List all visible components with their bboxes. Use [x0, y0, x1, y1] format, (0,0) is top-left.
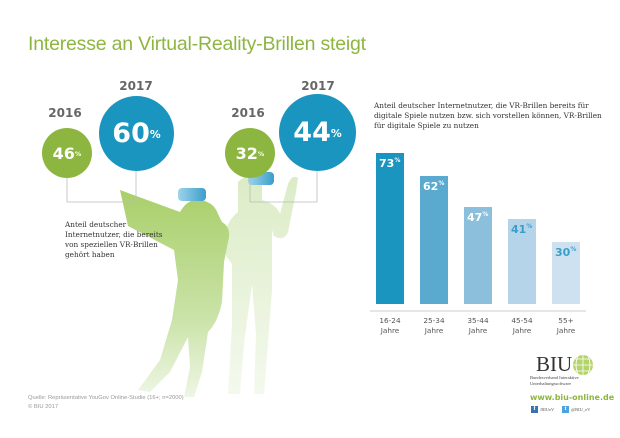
bar-value-label: 62%: [423, 179, 445, 193]
year-label-2017: 2017: [119, 79, 153, 93]
x-tick-label: 55+ Jahre: [556, 316, 576, 335]
connector-left: [66, 170, 137, 203]
bar-3: [508, 219, 536, 304]
percent-sign: %: [74, 149, 82, 158]
facebook-link[interactable]: f/BIUeV: [531, 406, 554, 413]
website-link[interactable]: www.biu-online.de: [530, 393, 615, 402]
logo-subtitle: Bundesverband Interaktive Unterhaltungss…: [530, 375, 579, 386]
woman-silhouette: [120, 188, 230, 397]
footer: Quelle: Repräsentative YouGov Online-Stu…: [28, 394, 184, 412]
page-title: Interesse an Virtual-Reality-Brillen ste…: [28, 33, 366, 55]
bar-value-label: 30%: [555, 245, 577, 259]
twitter-link[interactable]: t @BIU_eV: [562, 406, 590, 413]
chart-title: Anteil deutscher Internetnutzer, die VR-…: [374, 101, 602, 130]
x-tick-label: 25-34 Jahre: [423, 316, 445, 335]
bar-value-label: 47%: [467, 210, 489, 224]
circle-2016-gaming: 32%: [225, 128, 275, 178]
x-tick-label: 45-54 Jahre: [511, 316, 533, 335]
x-tick-label: 16-24 Jahre: [379, 316, 401, 335]
circle-2016-heard: 46%: [42, 128, 92, 178]
globe-logo-icon: [573, 355, 593, 375]
value: 44: [293, 117, 331, 148]
copyright: © BIU 2017: [28, 404, 59, 410]
facebook-handle: /BIUeV: [540, 407, 555, 412]
vr-headset-icon: [178, 188, 206, 201]
connector-right: [249, 170, 318, 203]
value: 46: [52, 143, 75, 163]
value: 60: [112, 118, 150, 149]
bar-2: [464, 206, 492, 304]
biu-logo: BIU: [536, 352, 573, 376]
percent-sign: %: [330, 127, 342, 141]
note-heard-of-vr: Anteil deutscher Internetnutzer, die ber…: [65, 220, 163, 259]
bar-value-label: 41%: [511, 223, 533, 237]
twitter-handle: @BIU_eV: [571, 407, 591, 412]
source-note: Quelle: Repräsentative YouGov Online-Stu…: [28, 395, 184, 401]
bar-value-label: 73%: [379, 157, 401, 170]
circle-2017-heard: 60%: [99, 96, 174, 171]
facebook-icon: f: [531, 406, 538, 413]
circle-2017-gaming: 44%: [279, 94, 356, 171]
x-tick-label: 35-44 Jahre: [467, 316, 489, 335]
bar-1: [420, 175, 448, 304]
year-label-2016: 2016: [48, 106, 82, 120]
year-label-2016: 2016: [231, 106, 265, 120]
percent-sign: %: [257, 149, 265, 158]
bar-4: [552, 241, 580, 304]
bar-0: [376, 153, 404, 304]
percent-sign: %: [149, 128, 161, 142]
twitter-icon: t: [562, 406, 569, 413]
man-silhouette: [224, 172, 298, 394]
value: 32: [235, 143, 258, 163]
year-label-2017: 2017: [301, 79, 335, 93]
